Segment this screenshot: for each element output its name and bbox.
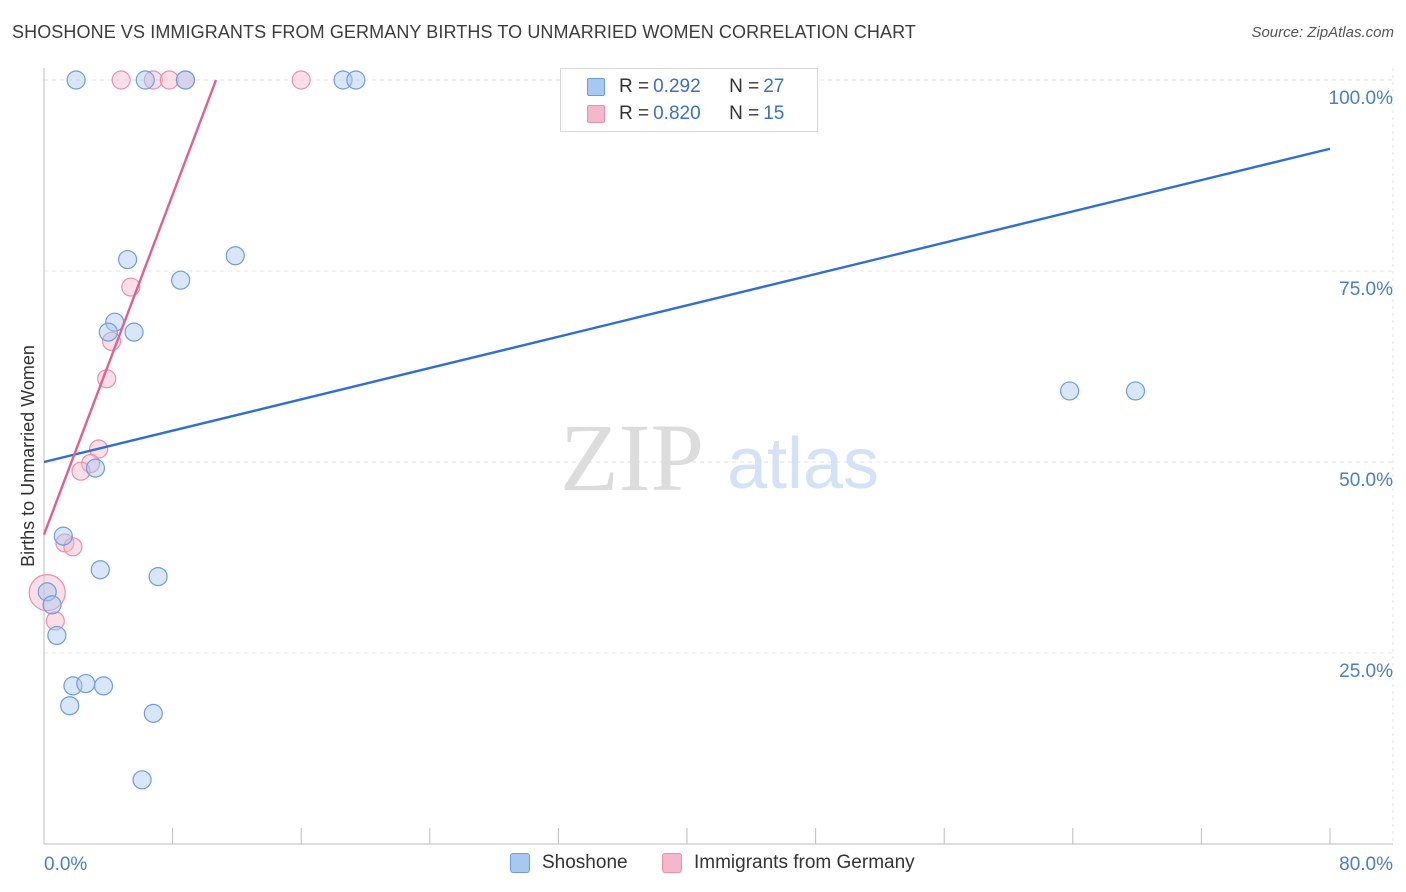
legend-swatch-shoshone: [587, 78, 605, 96]
legend-r-label: R =: [619, 76, 650, 97]
data-point: [225, 246, 245, 266]
data-point: [93, 676, 114, 696]
data-point: [291, 70, 311, 90]
data-point: [85, 458, 106, 478]
legend-n-value: 27: [763, 76, 785, 97]
legend-label-germany: Immigrants from Germany: [694, 852, 915, 873]
legend-r-value: 0.820: [653, 103, 701, 124]
data-point: [143, 70, 163, 90]
data-point: [71, 461, 91, 481]
data-point: [45, 611, 65, 631]
trend-lines: [42, 79, 1331, 536]
data-point: [76, 673, 96, 694]
watermark: ZIP atlas: [560, 404, 879, 511]
y-axis-title: Births to Unmarried Women: [18, 345, 38, 567]
series-legend: Shoshone Immigrants from Germany: [0, 852, 1406, 878]
data-point: [171, 270, 191, 290]
x-tick-label-min: 0.0%: [44, 854, 87, 875]
legend-r-value: 0.292: [653, 76, 701, 97]
chart-title: SHOSHONE VS IMMIGRANTS FROM GERMANY BIRT…: [12, 22, 916, 42]
data-point: [42, 595, 62, 615]
x-tick-label-max: 80.0%: [1339, 854, 1393, 875]
data-point: [111, 70, 131, 90]
data-point: [148, 566, 168, 587]
data-point: [90, 560, 110, 580]
legend-row-shoshone: R = 0.292 N = 27: [587, 75, 784, 99]
axes: [43, 68, 1393, 845]
trend-line: [43, 147, 1331, 464]
legend-row-germany: R = 0.820 N = 15: [587, 102, 784, 126]
stats-legend: R = 0.292 N = 27 R = 0.820 N = 15: [560, 68, 818, 132]
legend-n-label: N =: [729, 103, 760, 124]
data-point: [63, 537, 83, 557]
legend-item-germany: Immigrants from Germany: [662, 852, 915, 874]
y-tick-label: 100.0%: [1329, 88, 1394, 109]
y-tick-label: 50.0%: [1339, 470, 1393, 491]
watermark-atlas: atlas: [727, 424, 879, 504]
legend-n-value: 15: [763, 103, 785, 124]
data-point: [47, 625, 67, 646]
data-point: [346, 70, 366, 90]
source-note: Source: ZipAtlas.com: [1251, 24, 1394, 41]
grid-lines: [44, 68, 1394, 844]
legend-item-shoshone: Shoshone: [510, 852, 628, 874]
legend-swatch-shoshone: [510, 853, 530, 873]
data-point: [98, 322, 118, 342]
trend-line: [42, 79, 218, 536]
tick-labels: 0.0% 80.0% 25.0% 50.0% 75.0% 100.0%: [44, 88, 1393, 875]
y-tick-label: 25.0%: [1339, 661, 1393, 682]
legend-label-shoshone: Shoshone: [542, 852, 628, 873]
watermark-zip: ZIP: [560, 404, 704, 511]
data-point: [1059, 381, 1080, 401]
legend-r-label: R =: [619, 103, 650, 124]
data-point: [143, 703, 163, 723]
data-point: [1125, 381, 1146, 401]
data-point: [175, 70, 196, 90]
legend-n-label: N =: [729, 76, 760, 97]
y-tick-label: 75.0%: [1339, 279, 1393, 300]
data-point: [117, 249, 138, 270]
legend-swatch-germany: [662, 853, 682, 873]
data-point: [60, 696, 80, 716]
data-point: [28, 574, 66, 612]
data-point: [159, 70, 179, 90]
data-point: [53, 526, 73, 546]
legend-swatch-germany: [587, 105, 605, 123]
data-point: [124, 322, 144, 342]
data-point: [132, 770, 152, 790]
data-point: [135, 70, 155, 90]
data-point: [66, 70, 86, 90]
